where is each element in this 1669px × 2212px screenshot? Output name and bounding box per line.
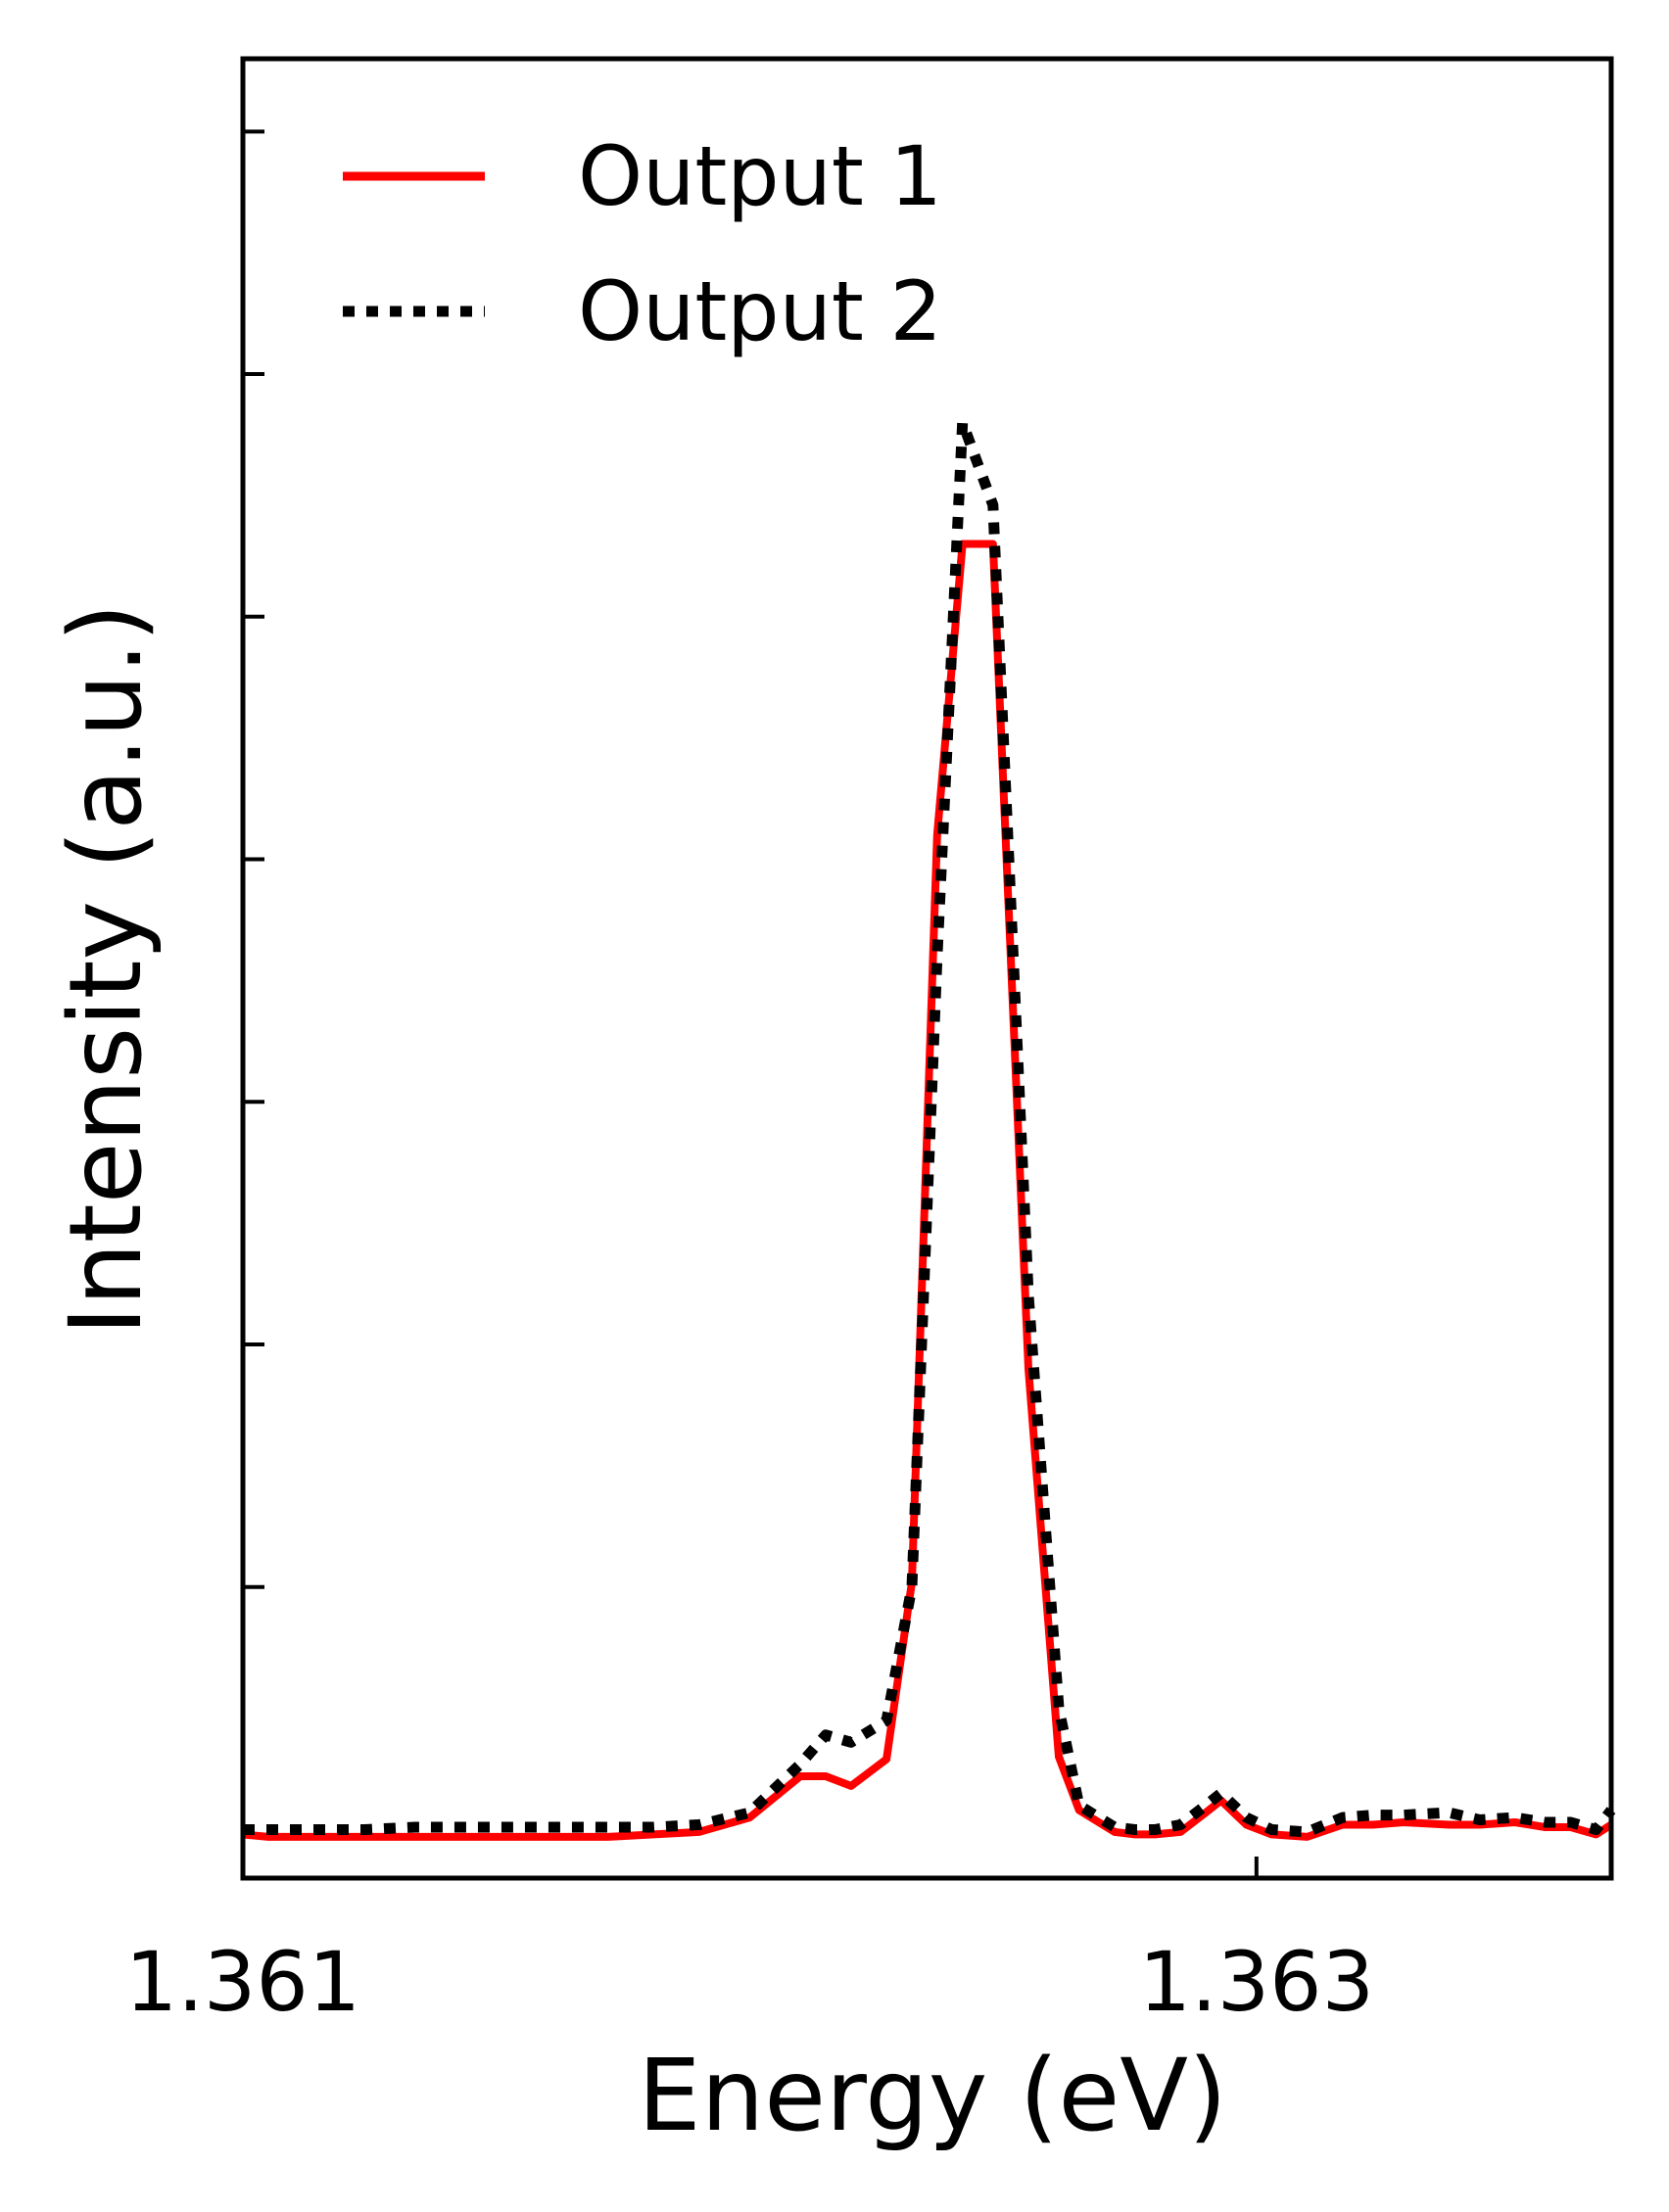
series-2-point bbox=[886, 1720, 887, 1721]
series-1-point bbox=[749, 1817, 750, 1818]
series-2-point bbox=[749, 1812, 750, 1813]
series-1-point bbox=[1180, 1831, 1181, 1832]
series-1-point bbox=[1114, 1831, 1115, 1832]
series-1-point bbox=[607, 1836, 608, 1837]
series-2-point bbox=[1246, 1817, 1247, 1818]
series-1-point bbox=[962, 543, 963, 544]
series-2-point bbox=[1545, 1822, 1546, 1823]
series-1-point bbox=[414, 1836, 415, 1837]
y-axis-ticks bbox=[243, 129, 264, 1589]
series-2-point bbox=[850, 1742, 851, 1743]
series-2-point bbox=[1570, 1822, 1571, 1823]
legend-item-1: Output 1 bbox=[343, 128, 942, 224]
series-1-point bbox=[1514, 1822, 1515, 1823]
series-layer bbox=[242, 417, 1616, 1841]
series-2-point bbox=[1372, 1814, 1373, 1815]
series-2-point bbox=[1078, 1805, 1079, 1806]
series-line-2 bbox=[243, 417, 1616, 1838]
series-2-point bbox=[1114, 1827, 1115, 1828]
series-2-point bbox=[698, 1824, 699, 1825]
series-1-point bbox=[364, 1836, 365, 1837]
series-1-point bbox=[556, 1836, 557, 1837]
series-2-point bbox=[414, 1827, 415, 1828]
series-2-point bbox=[1028, 1295, 1029, 1296]
series-1-point bbox=[313, 1836, 314, 1837]
series-2-point bbox=[1307, 1831, 1308, 1832]
series-2-point bbox=[912, 1586, 913, 1587]
series-1-point bbox=[1206, 1812, 1207, 1813]
series-2-point bbox=[1342, 1817, 1343, 1818]
series-1-point bbox=[460, 1836, 461, 1837]
x-axis-label: Energy (eV) bbox=[638, 2038, 1227, 2154]
series-2-point bbox=[1271, 1829, 1272, 1830]
series-2-point bbox=[992, 504, 993, 505]
series-2-point bbox=[556, 1827, 557, 1828]
series-1-point bbox=[653, 1834, 654, 1835]
series-1-point bbox=[698, 1831, 699, 1832]
series-2-point bbox=[1220, 1793, 1221, 1794]
plot-frame bbox=[240, 56, 1614, 1881]
series-1-point bbox=[1059, 1757, 1060, 1758]
series-2-point bbox=[1059, 1708, 1060, 1709]
series-1-point bbox=[886, 1759, 887, 1760]
series-1 bbox=[242, 540, 1614, 1841]
series-1-point bbox=[267, 1836, 268, 1837]
series-2-point bbox=[1514, 1817, 1515, 1818]
series-2-point bbox=[607, 1827, 608, 1828]
series-1-point bbox=[1246, 1824, 1247, 1825]
series-2-point bbox=[313, 1829, 314, 1830]
series-1-point bbox=[800, 1776, 801, 1777]
series-2 bbox=[243, 417, 1616, 1838]
series-2-point bbox=[1206, 1805, 1207, 1806]
series-1-point bbox=[1078, 1810, 1079, 1811]
legend: Output 1 Output 2 bbox=[343, 128, 942, 359]
y-axis-label: Intensity (a.u.) bbox=[48, 603, 165, 1336]
series-2-point bbox=[1134, 1829, 1135, 1830]
legend-label-1: Output 1 bbox=[578, 128, 942, 224]
series-1-point bbox=[1342, 1824, 1343, 1825]
series-2-point bbox=[936, 956, 937, 957]
series-1-point bbox=[1307, 1836, 1308, 1837]
series-line-1 bbox=[242, 540, 1614, 1841]
series-1-point bbox=[992, 543, 993, 544]
x-tick-label: 1.361 bbox=[125, 1934, 360, 2030]
series-2-point bbox=[826, 1734, 827, 1735]
series-1-point bbox=[1449, 1824, 1450, 1825]
series-2-point bbox=[1449, 1812, 1450, 1813]
series-1-point bbox=[850, 1785, 851, 1786]
series-2-point bbox=[1155, 1829, 1156, 1830]
series-2-point bbox=[267, 1829, 268, 1830]
series-2-point bbox=[1479, 1819, 1480, 1820]
series-2-point bbox=[364, 1829, 365, 1830]
series-1-point bbox=[1372, 1824, 1373, 1825]
series-2-point bbox=[1403, 1814, 1404, 1815]
series-2-point bbox=[1180, 1824, 1181, 1825]
x-tick-label: 1.363 bbox=[1139, 1934, 1374, 2030]
series-1-point bbox=[936, 834, 937, 835]
series-1-point bbox=[1403, 1822, 1404, 1823]
series-2-point bbox=[506, 1827, 507, 1828]
series-2-point bbox=[653, 1827, 654, 1828]
legend-label-2: Output 2 bbox=[578, 263, 942, 359]
series-2-point bbox=[962, 422, 963, 423]
series-1-point bbox=[826, 1776, 827, 1777]
series-2-point bbox=[800, 1764, 801, 1765]
legend-item-2: Output 2 bbox=[343, 263, 942, 359]
series-2-point bbox=[1596, 1829, 1597, 1830]
series-2-point bbox=[460, 1827, 461, 1828]
series-1-point bbox=[506, 1836, 507, 1837]
x-axis-ticks: 1.361 1.363 bbox=[125, 1857, 1374, 2030]
